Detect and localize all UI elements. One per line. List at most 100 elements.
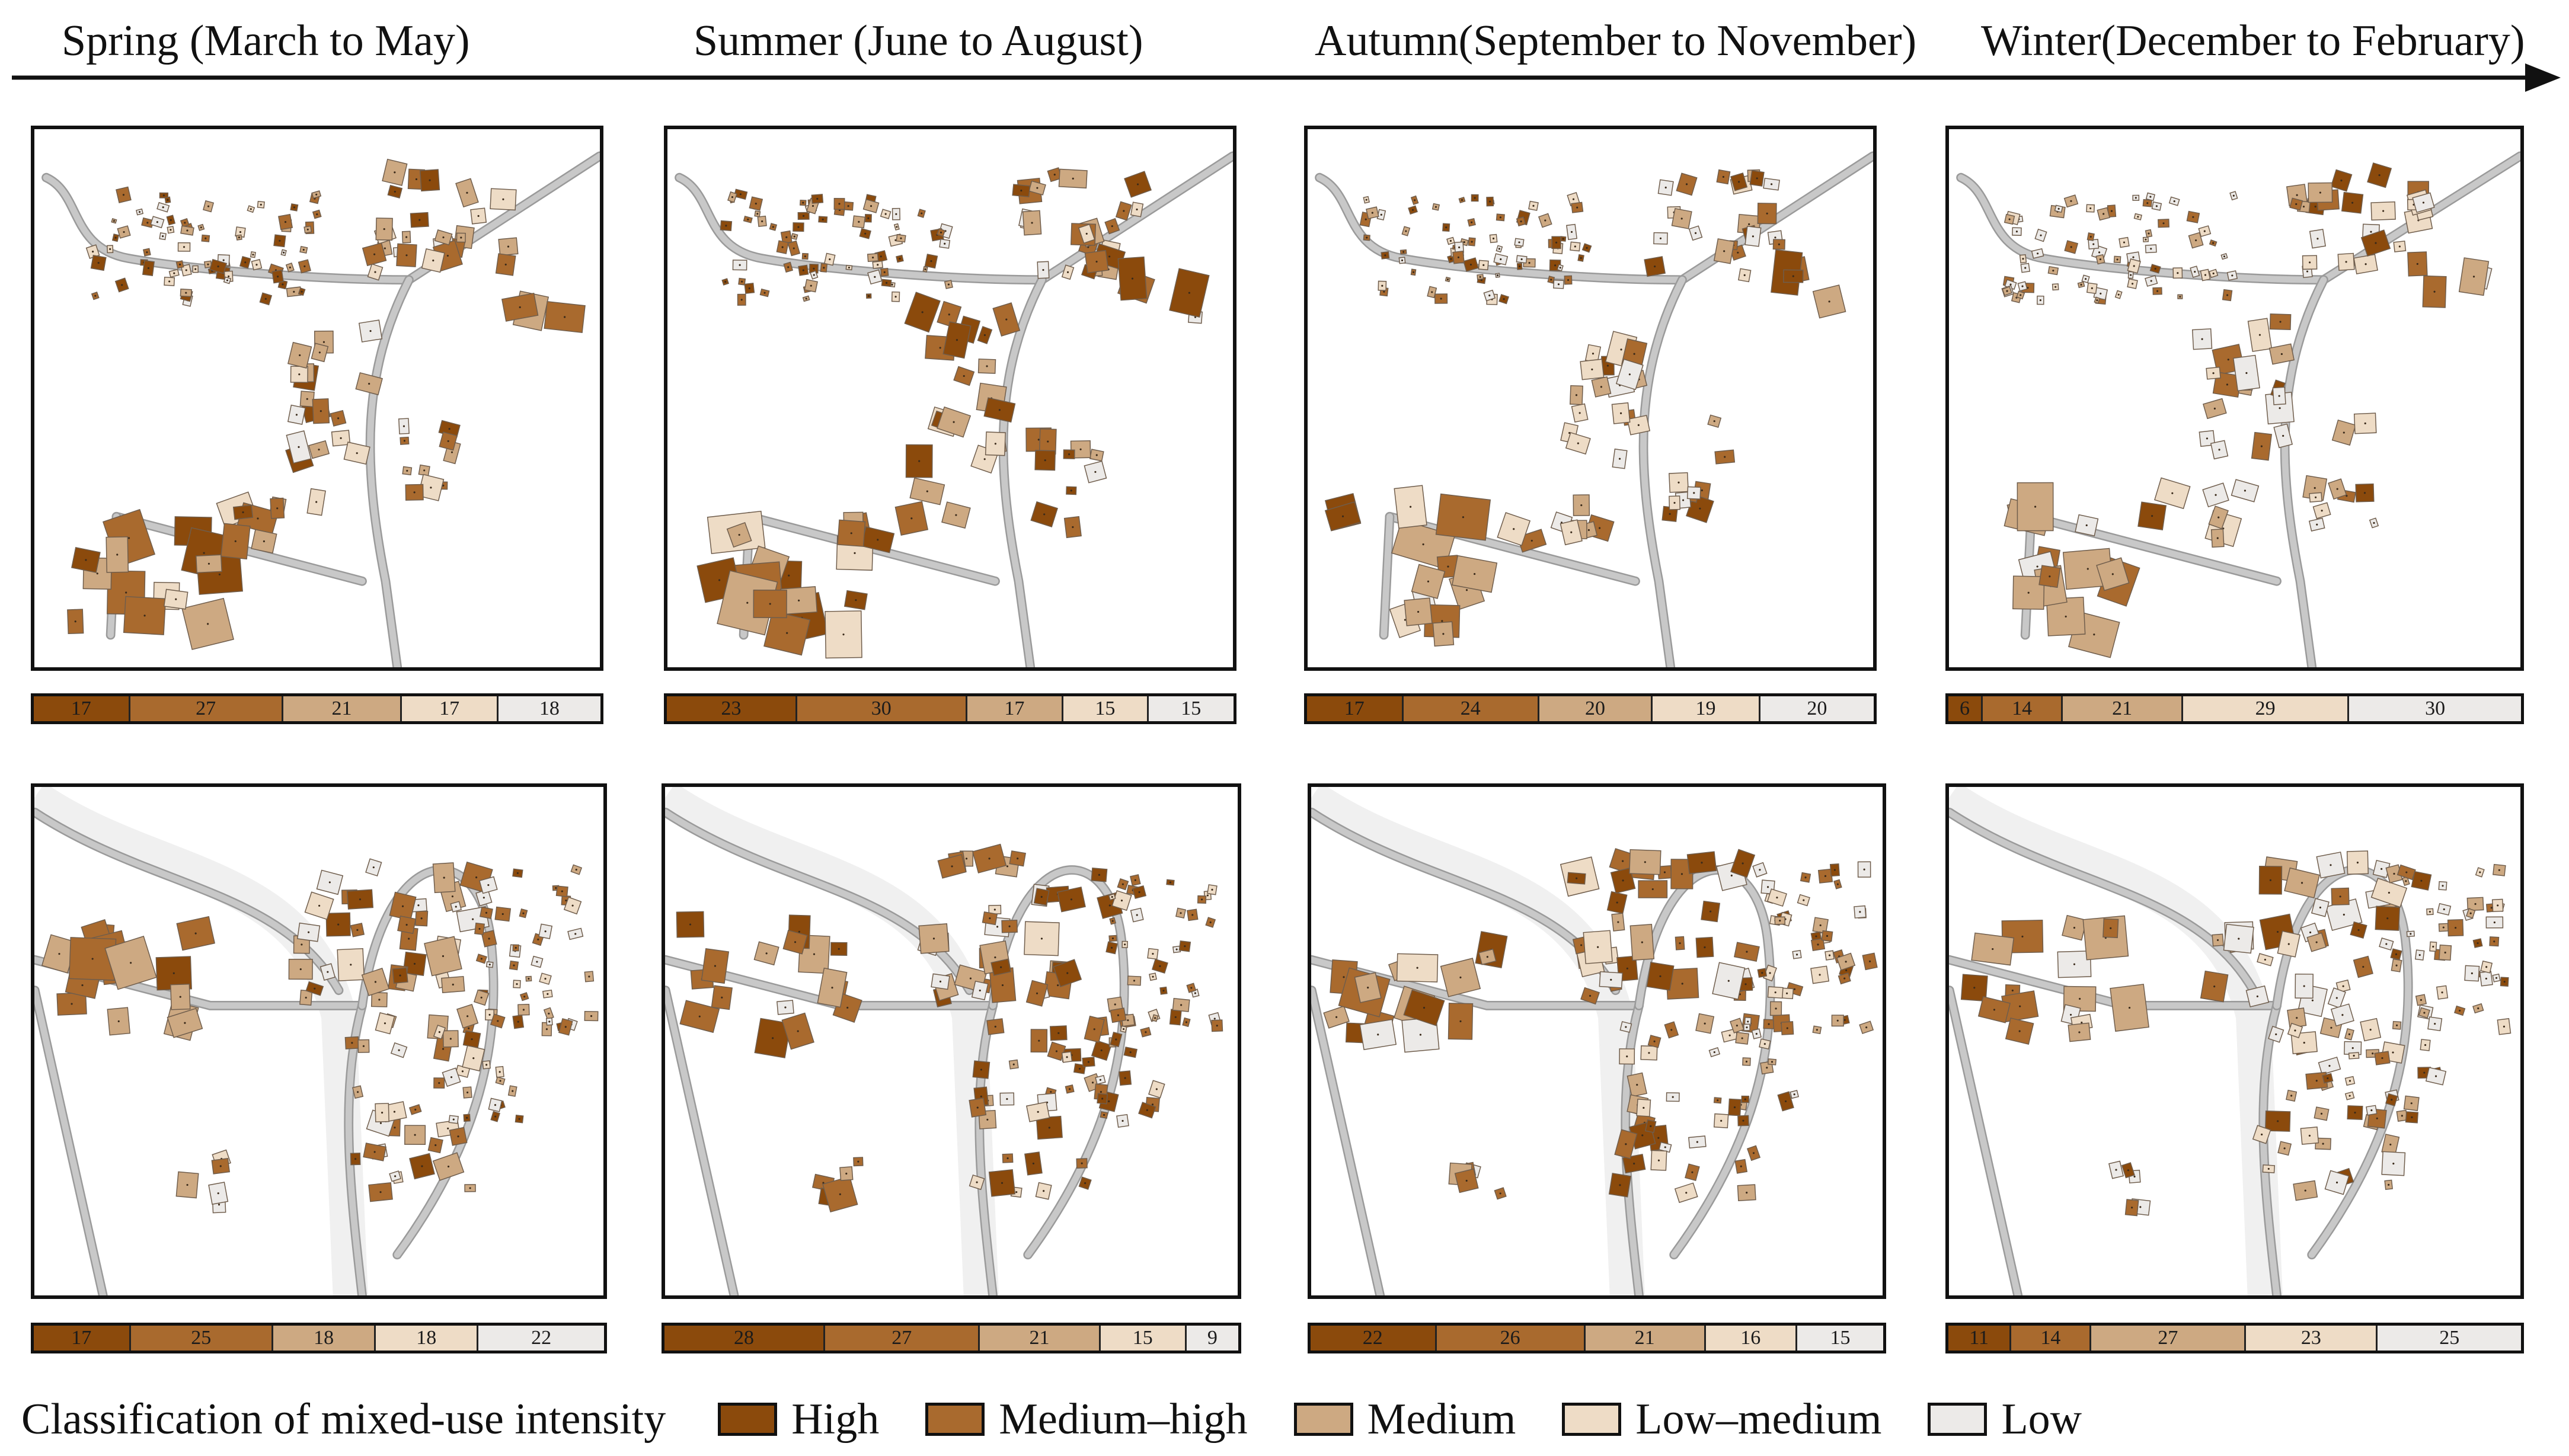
parcel-centroid: [1641, 1134, 1644, 1137]
parcel-centroid: [1625, 1143, 1627, 1145]
parcel-centroid: [97, 261, 100, 264]
parcel-centroid: [522, 1009, 525, 1011]
parcel-centroid: [1343, 976, 1345, 978]
parcel-centroid: [2321, 510, 2323, 512]
parcel-centroid: [1488, 295, 1491, 297]
parcel-centroid: [772, 1037, 774, 1039]
parcel-centroid: [372, 866, 375, 869]
parcel-centroid: [813, 953, 816, 955]
parcel-centroid: [374, 981, 377, 983]
parcel-centroid: [1190, 987, 1193, 989]
parcel-centroid: [1554, 264, 1557, 267]
parcel-centroid: [963, 375, 965, 377]
parcel-centroid: [1587, 529, 1590, 532]
parcel-centroid: [2405, 871, 2408, 873]
parcel-centroid: [2369, 1029, 2372, 1031]
parcel-centroid: [226, 279, 229, 281]
parcel-centroid: [2084, 278, 2087, 280]
parcel-centroid: [172, 972, 175, 974]
parcel-centroid: [986, 1118, 989, 1121]
parcel-centroid: [1620, 412, 1622, 414]
parcel-centroid: [2261, 1133, 2263, 1136]
parcel-centroid: [1653, 1040, 1656, 1042]
parcel-centroid: [1081, 1162, 1083, 1164]
parcel-centroid: [2382, 210, 2385, 212]
parcel-centroid: [85, 559, 87, 561]
parcel-centroid: [1057, 1032, 1060, 1034]
parcel-centroid: [1450, 258, 1452, 260]
parcel-centroid: [822, 1182, 825, 1184]
parcel-centroid: [2256, 995, 2258, 997]
parcel-centroid: [1209, 921, 1212, 924]
parcel-centroid: [1038, 1039, 1040, 1042]
parcel-centroid: [545, 1028, 548, 1031]
parcel-centroid: [466, 1116, 468, 1119]
parcel-centroid: [452, 983, 454, 986]
parcel-centroid: [369, 330, 372, 332]
parcel-centroid: [368, 383, 370, 385]
parcel-centroid: [494, 1115, 497, 1118]
parcel-centroid: [1599, 527, 1601, 529]
parcel-centroid: [1677, 481, 1680, 484]
parcel-centroid: [2128, 1006, 2131, 1009]
parcel-centroid: [2150, 280, 2152, 282]
parcel-centroid: [519, 306, 521, 309]
parcel-centroid: [58, 953, 60, 955]
parcel-centroid: [1489, 200, 1491, 203]
parcel-centroid: [238, 236, 240, 239]
parcel-centroid: [2279, 407, 2281, 409]
parcel-centroid: [205, 237, 207, 239]
parcel-centroid: [2232, 194, 2235, 197]
road: [1000, 276, 1046, 667]
parcel-centroid: [761, 220, 763, 223]
parcel-centroid: [1459, 976, 1462, 979]
parcel-centroid: [891, 283, 893, 286]
parcel-centroid: [2226, 383, 2228, 386]
intensity-bar-village-2-autumn: 22 26 21 16 15: [1308, 1323, 1886, 1353]
parcel-centroid: [2319, 191, 2321, 194]
parcel-centroid: [1664, 186, 1667, 189]
parcel-centroid: [2206, 437, 2208, 440]
parcel-centroid: [222, 259, 225, 261]
parcel-centroid: [170, 229, 172, 231]
parcel-centroid: [2103, 213, 2105, 215]
parcel-centroid: [1803, 899, 1805, 901]
parcel-centroid: [1619, 1184, 1621, 1186]
parcel-centroid: [219, 1165, 222, 1167]
parcel-centroid: [2227, 359, 2229, 361]
parcel-centroid: [1101, 1097, 1104, 1100]
parcel-centroid: [2139, 1206, 2142, 1208]
road: [1949, 987, 2021, 1295]
map-panel-village-1-autumn: [1304, 126, 1877, 671]
parcel-centroid: [405, 236, 408, 238]
parcel-centroid: [2327, 1077, 2329, 1080]
parcel-centroid: [207, 623, 209, 625]
intensity-bar-village-2-summer: 28 27 21 15 9: [662, 1323, 1241, 1353]
parcel-centroid: [450, 451, 453, 453]
parcel-centroid: [994, 1025, 996, 1028]
parcel-centroid: [381, 1112, 384, 1114]
parcel-centroid: [739, 193, 742, 196]
bar-segment-low: 15: [1148, 696, 1234, 721]
parcel-centroid: [185, 292, 187, 294]
parcel-centroid: [1498, 248, 1500, 250]
parcel-centroid: [2146, 202, 2149, 204]
parcel-centroid: [2203, 230, 2206, 232]
parcel-centroid: [2372, 1052, 2374, 1055]
bar-segment-medium-high: 14: [2011, 1326, 2092, 1351]
bar-segment-medium: 17: [967, 696, 1064, 721]
parcel-centroid: [793, 247, 795, 249]
parcel-centroid: [318, 904, 321, 907]
parcel-centroid: [1744, 983, 1747, 985]
parcel-centroid: [1513, 528, 1515, 530]
parcel-centroid: [857, 1160, 859, 1163]
parcel-centroid: [1752, 1152, 1755, 1154]
bar-segment-low-medium: 15: [1063, 696, 1149, 721]
parcel-centroid: [1094, 471, 1097, 473]
road: [2273, 866, 2412, 1258]
parcel-centroid: [2052, 270, 2054, 272]
parcel-centroid: [485, 911, 488, 914]
parcel-centroid: [2308, 1134, 2311, 1137]
parcel-centroid: [432, 260, 434, 262]
parcel-centroid: [125, 591, 127, 594]
